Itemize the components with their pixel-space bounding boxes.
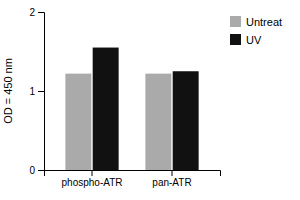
x-tick-label: phospho-ATR [62, 177, 123, 188]
legend-item: UV [230, 34, 262, 46]
y-axis-title: OD = 450 nm [2, 58, 14, 124]
legend-swatch [230, 16, 241, 27]
y-axis-line [38, 13, 45, 171]
x-tick: phospho-ATR [62, 170, 123, 188]
x-tick-mark [92, 170, 93, 176]
bar [173, 71, 199, 170]
chart: 012phospho-ATRpan-ATROD = 450 nmUntreatU… [0, 0, 300, 200]
legend-label: Untreat [246, 16, 282, 28]
legend-item: Untreat [230, 16, 282, 28]
y-tick-label: 1 [29, 86, 35, 97]
y-tick-label: 0 [29, 165, 35, 176]
x-tick-mark [172, 170, 173, 176]
y-tick: 0 [29, 165, 44, 176]
legend: Untreat UV [230, 16, 282, 46]
y-axis: 0 1 2 [29, 7, 44, 176]
plot: 0 1 2 phospho-ATR pan-ATR OD = 450 nm [2, 7, 221, 188]
legend-label: UV [246, 34, 262, 46]
y-tick: 2 [29, 7, 44, 18]
bar [145, 74, 171, 170]
bar [93, 48, 119, 170]
x-axis: phospho-ATR pan-ATR [45, 170, 221, 188]
bars [65, 48, 198, 170]
x-tick: pan-ATR [152, 170, 191, 188]
y-tick-mark [38, 91, 44, 92]
y-tick: 1 [29, 86, 44, 97]
y-tick-mark [38, 170, 44, 171]
x-tick-label: pan-ATR [152, 177, 191, 188]
x-axis-line [45, 171, 221, 177]
bar-series [93, 48, 199, 170]
y-tick-label: 2 [29, 7, 35, 18]
y-tick-mark [38, 12, 44, 13]
bar [65, 74, 91, 170]
legend-swatch [230, 34, 241, 45]
